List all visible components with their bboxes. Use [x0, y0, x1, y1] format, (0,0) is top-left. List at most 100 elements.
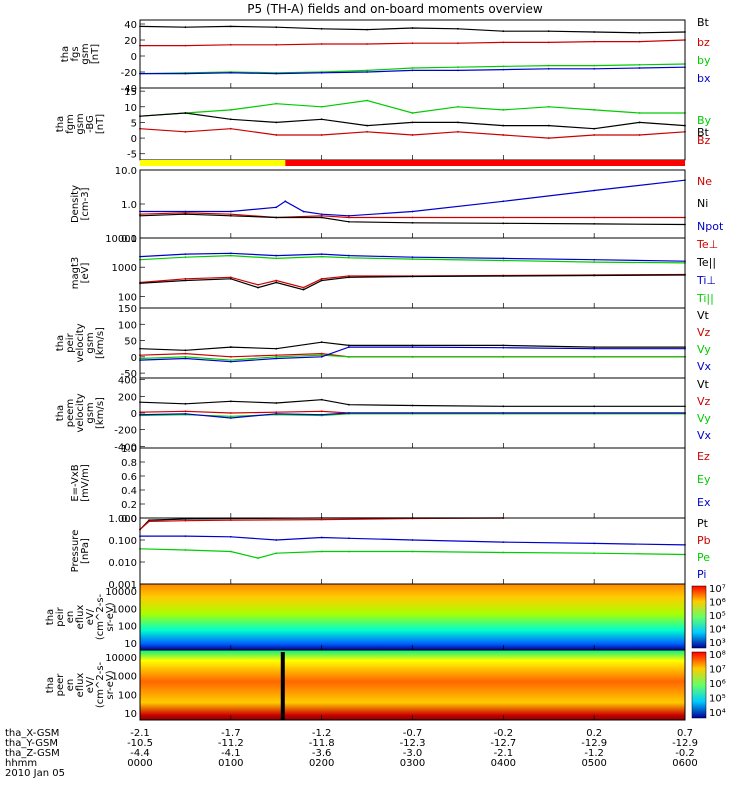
legend-entry: Pi: [697, 568, 706, 581]
data-point: [502, 200, 505, 203]
data-point: [148, 519, 150, 522]
y-axis-label-line: Density: [70, 185, 81, 223]
y-tick-label: 10000: [105, 653, 137, 664]
data-point: [184, 412, 187, 415]
data-point: [184, 277, 187, 280]
y-axis-label-line: sr-eV): [105, 602, 116, 631]
data-point: [502, 259, 505, 262]
y-tick-label: 0.0: [121, 514, 137, 525]
legend-entry: Bt: [697, 126, 710, 139]
series-line: [139, 341, 685, 351]
y-tick-label: 10: [124, 639, 137, 650]
series-line: [139, 213, 686, 226]
x-tick-label: -11.2: [218, 738, 244, 749]
data-point: [275, 347, 278, 350]
data-point: [502, 405, 505, 408]
data-point: [411, 550, 414, 553]
mode-bar-segment: [140, 160, 286, 166]
x-tick-label: -0.7: [403, 728, 423, 739]
data-point: [320, 214, 323, 217]
data-point: [229, 127, 232, 130]
data-point: [593, 40, 596, 43]
data-point: [320, 105, 323, 108]
data-point: [320, 410, 323, 413]
y-axis-label-line: peer: [55, 673, 66, 697]
y-tick-label: 100: [118, 292, 137, 303]
data-point: [229, 252, 232, 255]
y-axis-label-line: [km/s]: [95, 327, 106, 359]
data-point: [457, 27, 459, 30]
y-tick-label: 400: [118, 376, 137, 387]
y-axis-label-line: tha: [55, 335, 66, 351]
x-tick-label: 0200: [309, 758, 334, 769]
x-tick-label: -12.9: [581, 738, 607, 749]
y-axis-label: Density[cm-3]: [70, 185, 91, 223]
data-point: [320, 71, 323, 74]
y-axis-label: Pressure[nPa]: [70, 530, 91, 573]
legend-entry: Te||: [696, 256, 716, 269]
data-point: [275, 254, 278, 257]
y-tick-label: 50: [124, 337, 137, 348]
y-tick-label: -5: [127, 150, 137, 161]
y-axis-label-line: [km/s]: [95, 397, 106, 429]
legend-entry: Te⊥: [696, 238, 718, 251]
data-point: [275, 257, 278, 260]
data-point: [229, 519, 232, 522]
data-point: [593, 261, 596, 263]
y-tick-label: 100: [118, 622, 137, 633]
data-point: [229, 25, 232, 28]
data-point: [320, 134, 323, 136]
data-point: [502, 68, 505, 71]
data-point: [229, 254, 232, 257]
panel-10: 10⁸ 10⁷ 10⁶ 10⁵ 10⁴ 10000 1000 100 10 thapeerenef…: [45, 649, 726, 721]
legend-entry: Bt: [697, 16, 710, 29]
data-point: [184, 402, 187, 405]
data-point: [502, 222, 505, 225]
data-point: [502, 541, 505, 544]
data-point: [502, 355, 505, 358]
x-tick-label: -0.2: [494, 728, 514, 739]
data-point: [184, 357, 187, 360]
panels: 40200-20-40Btbzbybxthafgsgsm[nT]151050-5…: [45, 16, 726, 721]
data-point: [320, 536, 323, 539]
y-axis-label-line: gsm: [75, 113, 86, 134]
data-point: [229, 415, 232, 418]
data-point: [411, 121, 414, 124]
legend-entry: Bz: [697, 134, 711, 147]
y-tick-label: 0.8: [121, 458, 137, 469]
data-point: [593, 274, 596, 277]
data-point: [229, 71, 232, 74]
data-point: [547, 67, 550, 70]
panel-7: 1.0 0.8 0.6 0.4 0.2 0.0 Ez Ey Ex E=-VxB[mV/m]: [70, 444, 711, 525]
data-point: [547, 105, 550, 108]
data-point: [411, 221, 414, 224]
y-axis-label-line: peem: [65, 399, 76, 427]
y-tick-label: 0: [131, 409, 137, 420]
y-tick-label: 200: [118, 392, 137, 403]
data-point: [638, 67, 641, 69]
data-point: [184, 72, 187, 75]
y-tick-label: 40: [124, 20, 137, 31]
panel-5: 150 100 50 0 -50 Vt Vz Vy Vx thapeirvelocitygsm[k…: [55, 304, 712, 380]
data-point: [502, 30, 505, 33]
data-point: [593, 412, 596, 414]
data-point: [184, 130, 187, 133]
data-point: [593, 67, 596, 70]
data-point: [502, 134, 505, 136]
data-point: [275, 216, 278, 219]
data-point: [229, 43, 232, 46]
legend-entry: Ey: [697, 473, 711, 486]
data-point: [275, 354, 278, 357]
data-point: [229, 346, 232, 348]
data-point: [348, 355, 350, 358]
data-point: [284, 200, 287, 203]
data-point: [320, 253, 323, 256]
y-tick-label: -400: [114, 442, 137, 453]
data-point: [184, 112, 187, 114]
data-point: [366, 43, 368, 45]
data-point: [638, 40, 641, 43]
data-point: [411, 69, 414, 72]
data-point: [411, 412, 414, 414]
y-axis-label-line: magt3: [70, 257, 81, 290]
